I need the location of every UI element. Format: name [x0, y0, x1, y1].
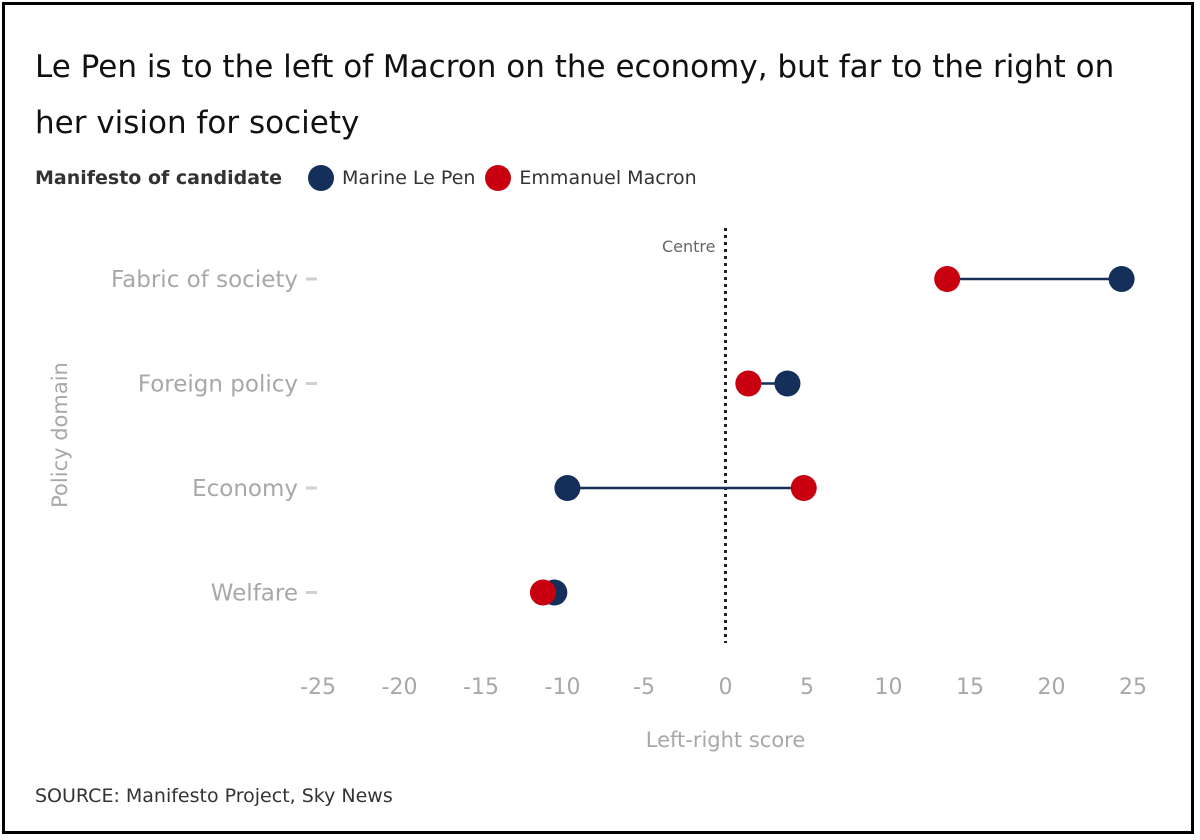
y-category-label: Welfare [211, 581, 298, 607]
dot-macron [790, 475, 817, 501]
dot-macron [735, 370, 762, 397]
x-axis-title: Left-right score [646, 728, 806, 752]
x-tick-label: 0 [719, 675, 733, 700]
source-note: SOURCE: Manifesto Project, Sky News [35, 785, 393, 807]
y-axis-title: Policy domain [48, 362, 72, 508]
y-category-label: Foreign policy [138, 372, 298, 398]
legend: Manifesto of candidate Marine Le Pen Emm… [35, 162, 707, 194]
x-tick-label: -5 [633, 675, 655, 700]
legend-label-le-pen: Marine Le Pen [342, 167, 476, 189]
x-tick-label: 25 [1119, 675, 1147, 700]
x-tick-label: 15 [956, 675, 984, 700]
x-tick-label: -20 [382, 675, 418, 700]
dot-macron [934, 266, 961, 292]
legend-label-macron: Emmanuel Macron [519, 167, 697, 189]
dot-le-pen [774, 370, 801, 397]
centre-label: Centre [662, 237, 716, 256]
chart-title: Le Pen is to the left of Macron on the e… [35, 49, 1115, 141]
dot-le-pen [554, 475, 581, 501]
legend-dot-macron-icon [485, 165, 512, 191]
legend-item-macron: Emmanuel Macron [485, 165, 697, 191]
legend-dot-le-pen-icon [308, 165, 335, 191]
legend-item-le-pen: Marine Le Pen [308, 165, 475, 191]
x-tick-label: 10 [875, 675, 903, 700]
dot-le-pen [1108, 266, 1135, 292]
x-tick-label: -25 [300, 675, 336, 700]
legend-heading: Manifesto of candidate [35, 167, 283, 189]
x-tick-label: 5 [800, 675, 814, 700]
x-tick-label: -10 [545, 675, 581, 700]
y-category-label: Fabric of society [111, 267, 298, 293]
y-category-label: Economy [192, 476, 298, 502]
x-tick-label: 20 [1038, 675, 1066, 700]
dot-macron [529, 579, 556, 606]
x-tick-label: -15 [463, 675, 499, 700]
